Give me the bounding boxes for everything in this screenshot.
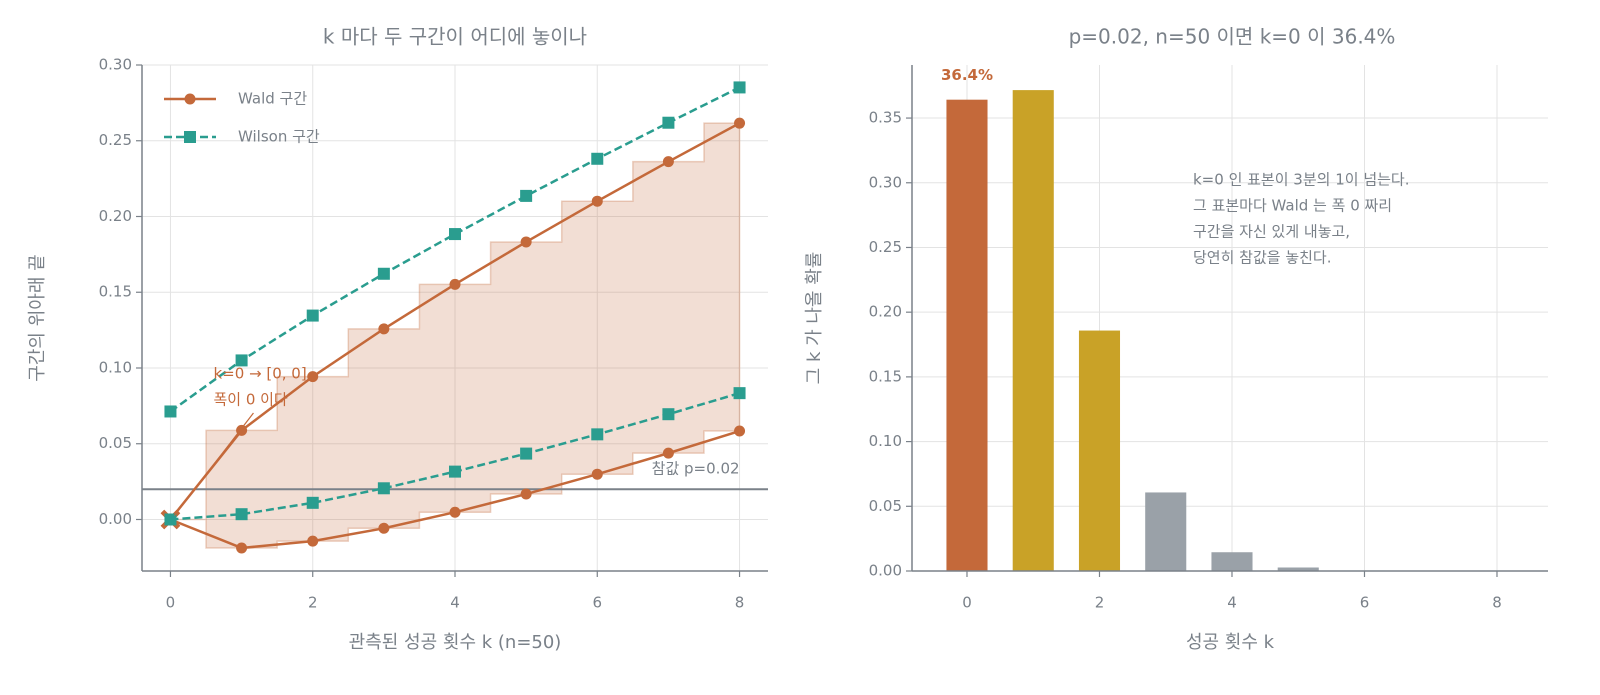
series-line [169, 86, 741, 413]
point [378, 522, 390, 534]
point [378, 323, 390, 335]
point [236, 542, 248, 554]
x-axis-label: 관측된 성공 횟수 k (n=50) [349, 632, 562, 653]
bar [1211, 552, 1253, 571]
interval-band [170, 122, 741, 549]
point [164, 513, 177, 526]
bar [1277, 567, 1319, 571]
annotation-arrow [173, 412, 254, 516]
legend-label: Wald 구간 [238, 90, 307, 108]
x-tick-label: 2 [1095, 594, 1105, 612]
legend-label: Wilson 구간 [238, 128, 320, 146]
y-axis-label: 그 k 가 나올 확률 [804, 252, 825, 385]
y-tick-label: 0.05 [99, 434, 132, 452]
point [377, 267, 390, 280]
y-axis-label: 구간의 위아래 끝 [27, 254, 48, 381]
point [449, 278, 461, 290]
y-tick-label: 0.10 [99, 358, 132, 376]
point [520, 488, 532, 500]
point [449, 228, 461, 241]
y-tick-label: 0.15 [99, 283, 132, 301]
point [662, 447, 674, 459]
x-tick-label: 8 [1492, 594, 1502, 612]
value-label: 36.4% [941, 66, 993, 84]
y-tick-label: 0.20 [869, 303, 902, 321]
point [377, 482, 390, 495]
point [734, 117, 746, 129]
point [307, 371, 319, 383]
point [520, 447, 533, 460]
annotation: 구간을 자신 있게 내놓고, [1193, 223, 1350, 241]
y-tick-label: 0.10 [869, 432, 902, 450]
legend-marker [184, 131, 196, 143]
point [235, 354, 248, 367]
y-tick-label: 0.25 [99, 131, 132, 149]
y-tick-label: 0.30 [99, 56, 132, 74]
point [449, 465, 461, 478]
point [235, 508, 248, 521]
x-tick-label: 2 [308, 594, 318, 612]
y-tick-label: 0.25 [869, 238, 902, 256]
annotation: 당연히 참값을 놓친다. [1193, 249, 1332, 267]
point [591, 428, 604, 441]
point [520, 189, 533, 202]
y-tick-label: 0.05 [869, 497, 902, 515]
reference-label: 참값 p=0.02 [652, 460, 740, 478]
chart-title: k 마다 두 구간이 어디에 놓이나 [323, 25, 587, 49]
y-tick-label: 0.15 [869, 367, 902, 385]
point [164, 405, 177, 418]
chart-title: p=0.02, n=50 이면 k=0 이 36.4% [1069, 25, 1396, 49]
annotation: 그 표본마다 Wald 는 폭 0 짜리 [1193, 197, 1392, 215]
x-tick-label: 6 [592, 594, 602, 612]
point [591, 195, 603, 207]
x-axis-label: 성공 횟수 k [1186, 632, 1275, 653]
legend-marker [184, 93, 196, 105]
point [662, 156, 674, 168]
point [662, 408, 675, 421]
annotation: 폭이 0 이다 [213, 390, 287, 408]
y-tick-label: 0.00 [99, 510, 132, 528]
point [733, 387, 746, 400]
point [734, 425, 746, 437]
x-tick-label: 0 [166, 594, 176, 612]
bar [946, 99, 988, 572]
x-tick-label: 4 [450, 594, 460, 612]
point [591, 468, 603, 480]
annotation: k=0 → [0, 0] [213, 364, 306, 382]
x-tick-label: 0 [962, 594, 972, 612]
point [662, 116, 675, 129]
bar [1145, 492, 1187, 571]
point [236, 424, 248, 436]
x-tick-label: 4 [1227, 594, 1237, 612]
x-tick-label: 6 [1360, 594, 1370, 612]
y-tick-label: 0.35 [869, 109, 902, 127]
annotation: k=0 인 표본이 3분의 1이 넘는다. [1193, 171, 1410, 189]
y-tick-label: 0.30 [869, 173, 902, 191]
bar [1078, 330, 1121, 571]
point [520, 236, 532, 248]
y-tick-label: 0.20 [99, 207, 132, 225]
point [449, 506, 461, 518]
point [307, 535, 319, 547]
x-tick-label: 8 [735, 594, 745, 612]
point [306, 496, 319, 509]
point [306, 309, 319, 322]
bar [1012, 90, 1054, 571]
point [591, 152, 604, 165]
point [733, 81, 746, 94]
y-tick-label: 0.00 [869, 562, 902, 580]
